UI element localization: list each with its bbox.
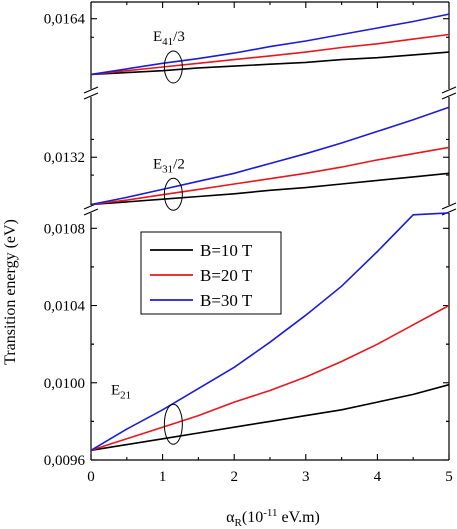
y-tick-label: 0,0096 xyxy=(44,453,86,469)
axis-break-gap xyxy=(86,89,96,97)
series-line-e41-b-30-t xyxy=(90,13,450,76)
legend-label: B=20 T xyxy=(200,266,253,285)
x-tick-label: 1 xyxy=(159,469,167,485)
annotation-ellipse xyxy=(163,50,183,84)
annotation-label: E21 xyxy=(111,382,131,401)
x-tick-label: 2 xyxy=(230,469,238,485)
axis-break-gap xyxy=(444,205,454,213)
y-tick-label: 0,0108 xyxy=(44,221,85,237)
axes-layer: 0 1 2 3 4 5 0,0164 0,0132 0,0096 0,0100 0,0104 0,01… xyxy=(44,1,457,485)
annotation-subscript: 21 xyxy=(120,389,131,401)
series-line-e21-b-10-t xyxy=(90,383,450,452)
series-line-e41-b-10-t xyxy=(90,51,450,76)
annotation-ellipse xyxy=(163,403,183,445)
series-line-e21-b-20-t xyxy=(90,304,450,452)
x-axis-title-superscript: -11 xyxy=(263,507,277,519)
x-axis-title-alpha: α xyxy=(226,509,235,526)
x-axis-title-unit-end: eV.m) xyxy=(277,509,319,526)
axis-break-mark xyxy=(83,92,99,100)
x-tick-label: 3 xyxy=(302,469,310,485)
series-line-e41-b-20-t xyxy=(90,33,450,76)
series-line-e31-b-30-t xyxy=(90,106,450,206)
annotation-main: E xyxy=(153,29,162,45)
series-line-e31-b-10-t xyxy=(90,172,450,206)
annotation-ellipse xyxy=(163,177,183,211)
axis-break-mark xyxy=(441,208,457,216)
annotation-main: E xyxy=(153,156,162,172)
axis-break-mark xyxy=(83,86,99,94)
axis-break-mark xyxy=(441,86,457,94)
x-tick-label: 0 xyxy=(87,469,95,485)
series-line-e21-b-30-t xyxy=(90,212,450,451)
axis-break-gap xyxy=(86,205,96,213)
annotation-label: E31/2 xyxy=(153,156,185,175)
legend-label: B=10 T xyxy=(200,241,253,260)
legend: B=10 T B=20 T B=30 T xyxy=(140,231,282,315)
axis-break-mark xyxy=(441,202,457,210)
annotation-main: E xyxy=(111,382,120,398)
x-tick-label: 5 xyxy=(445,469,453,485)
x-axis-title: αR(10-11 eV.m) xyxy=(226,507,320,529)
y-tick-label: 0,0164 xyxy=(44,12,86,28)
axis-break-mark xyxy=(83,208,99,216)
annotation-tail: /2 xyxy=(173,156,185,172)
y-tick-label: 0,0104 xyxy=(44,299,86,315)
legend-label: B=30 T xyxy=(200,291,253,310)
series-line-e31-b-20-t xyxy=(90,146,450,206)
x-tick-label: 4 xyxy=(374,469,382,485)
y-tick-label: 0,0132 xyxy=(44,150,85,166)
y-axis-title: Transition energy (eV) xyxy=(2,219,19,365)
axis-break-mark xyxy=(441,92,457,100)
y-tick-label: 0,0100 xyxy=(44,376,85,392)
annotation-label: E41/3 xyxy=(153,29,185,48)
x-axis-title-subscript: R xyxy=(235,517,243,529)
axis-break-gap xyxy=(444,89,454,97)
annotation-subscript: 31 xyxy=(162,163,173,175)
annotation-subscript: 41 xyxy=(162,36,173,48)
annotation-tail: /3 xyxy=(173,29,185,45)
series-layer xyxy=(90,13,450,452)
x-axis-title-unit-start: (10 xyxy=(242,509,263,526)
